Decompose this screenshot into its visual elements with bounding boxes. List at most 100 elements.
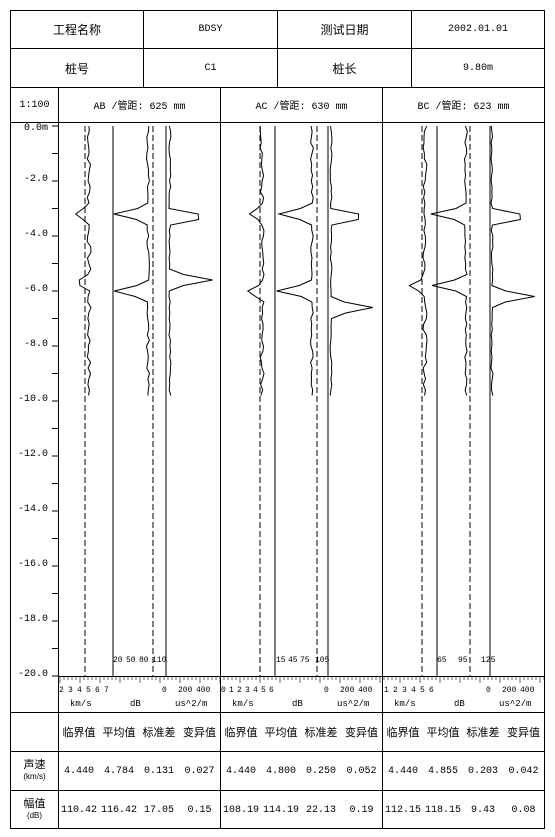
depth-label: -10.0 (17, 394, 48, 405)
velocity-tick: 0 (221, 686, 226, 695)
amplitude-value: 116.42 (100, 804, 137, 816)
depth-label: -14.0 (17, 504, 48, 515)
pss-unit: us^2/m (499, 699, 532, 709)
amplitude-tick: 80 (139, 656, 149, 665)
velocity-tick: 4 (411, 686, 416, 695)
amplitude-unit: dB (292, 699, 303, 709)
pile-length-label: 桩长 (332, 61, 357, 76)
amplitude-value: 0.15 (187, 804, 212, 816)
stat-col-header: 平均值 (102, 727, 136, 739)
velocity-tick: 3 (68, 686, 73, 695)
velocity-label: 声速 (23, 759, 46, 771)
velocity-tick: 6 (429, 686, 434, 695)
velocity-tick: 5 (86, 686, 91, 695)
amplitude-value: 118.15 (424, 804, 461, 816)
velocity-value: 4.855 (427, 765, 458, 777)
velocity-value: 4.440 (387, 765, 418, 777)
amplitude-value: 110.42 (60, 804, 97, 816)
amplitude-value: 17.05 (143, 804, 174, 816)
stat-col-header: 变异值 (507, 727, 540, 739)
profile-ac-title: AC /管距: 630 mm (255, 102, 348, 113)
amplitude-tick: 15 (276, 656, 286, 665)
amplitude-value: 22.13 (305, 804, 336, 816)
velocity-tick: 6 (269, 686, 274, 695)
velocity-value: 0.131 (143, 765, 174, 777)
pile-length-value: 9.80m (462, 62, 493, 74)
pile-number-value: C1 (204, 62, 217, 74)
depth-label: -4.0 (23, 229, 48, 240)
amplitude-unit: dB (454, 699, 465, 709)
velocity-value: 4.800 (265, 765, 296, 777)
pss-tick: 0 (324, 686, 329, 695)
velocity-tick: 1 (384, 686, 389, 695)
amplitude-value: 112.15 (384, 804, 421, 816)
stat-col-header: 标准差 (142, 727, 176, 739)
velocity-unit: km/s (394, 699, 416, 709)
pile-number-label: 桩号 (64, 61, 89, 76)
velocity-trace (246, 126, 265, 396)
pss-unit: us^2/m (175, 699, 208, 709)
pss-unit: us^2/m (337, 699, 370, 709)
velocity-tick: 6 (95, 686, 100, 695)
amplitude-value: 0.08 (511, 804, 536, 816)
stat-col-header: 临界值 (62, 727, 96, 739)
velocity-tick: 2 (59, 686, 64, 695)
velocity-tick: 3 (402, 686, 407, 695)
amplitude-unit: dB (130, 699, 141, 709)
velocity-unit: km/s (70, 699, 92, 709)
velocity-value: 0.042 (508, 765, 539, 777)
amplitude-tick: 95 (458, 656, 468, 665)
amplitude-trace (276, 125, 314, 396)
amplitude-tick: 110 (152, 656, 167, 665)
amplitude-label: 幅值 (23, 798, 46, 810)
velocity-tick: 7 (104, 686, 109, 695)
velocity-value: 0.250 (305, 765, 336, 777)
amplitude-unit-label: (dB) (26, 811, 43, 820)
velocity-value: 4.784 (103, 765, 134, 777)
stat-col-header: 临界值 (224, 727, 258, 739)
velocity-value: 0.052 (346, 765, 377, 777)
pss-tick: 0 (486, 686, 491, 695)
pss-tick: 400 (358, 686, 373, 695)
test-date-value: 2002.01.01 (447, 24, 508, 35)
pss-tick: 200 (340, 686, 355, 695)
depth-label: -12.0 (17, 449, 48, 460)
velocity-unit: km/s (232, 699, 254, 709)
velocity-tick: 3 (245, 686, 250, 695)
project-name-label: 工程名称 (52, 23, 101, 37)
amplitude-tick: 50 (126, 656, 136, 665)
stat-col-header: 标准差 (466, 727, 500, 739)
velocity-tick: 5 (261, 686, 266, 695)
stat-col-header: 平均值 (426, 727, 460, 739)
amplitude-tick: 65 (437, 656, 447, 665)
amplitude-tick: 75 (300, 656, 310, 665)
project-name-value: BDSY (198, 24, 223, 35)
pss-tick: 200 (178, 686, 193, 695)
amplitude-tick: 20 (113, 656, 123, 665)
test-date-label: 测试日期 (320, 23, 369, 37)
velocity-tick: 2 (393, 686, 398, 695)
velocity-value: 0.027 (184, 765, 215, 777)
amplitude-tick: 45 (288, 656, 298, 665)
pss-tick: 0 (162, 686, 167, 695)
amplitude-value: 0.19 (349, 804, 374, 816)
velocity-value: 4.440 (63, 765, 94, 777)
amplitude-tick: 125 (481, 656, 496, 665)
depth-label: -18.0 (17, 614, 48, 625)
depth-label: -8.0 (23, 339, 48, 350)
velocity-unit-label: (km/s) (23, 772, 46, 781)
stat-col-header: 临界值 (386, 727, 420, 739)
stat-col-header: 变异值 (345, 727, 378, 739)
amplitude-value: 114.19 (262, 804, 299, 816)
velocity-row-label: 声速 (km/s) (11, 752, 58, 790)
stat-col-header: 平均值 (264, 727, 298, 739)
depth-label: -16.0 (17, 559, 48, 570)
pss-trace (168, 125, 213, 396)
velocity-tick: 4 (253, 686, 258, 695)
amplitude-value: 108.19 (222, 804, 259, 816)
pss-tick: 200 (502, 686, 517, 695)
profile-ab-title: AB /管距: 625 mm (93, 102, 186, 113)
amplitude-trace (430, 125, 468, 396)
depth-label: -2.0 (23, 174, 48, 185)
